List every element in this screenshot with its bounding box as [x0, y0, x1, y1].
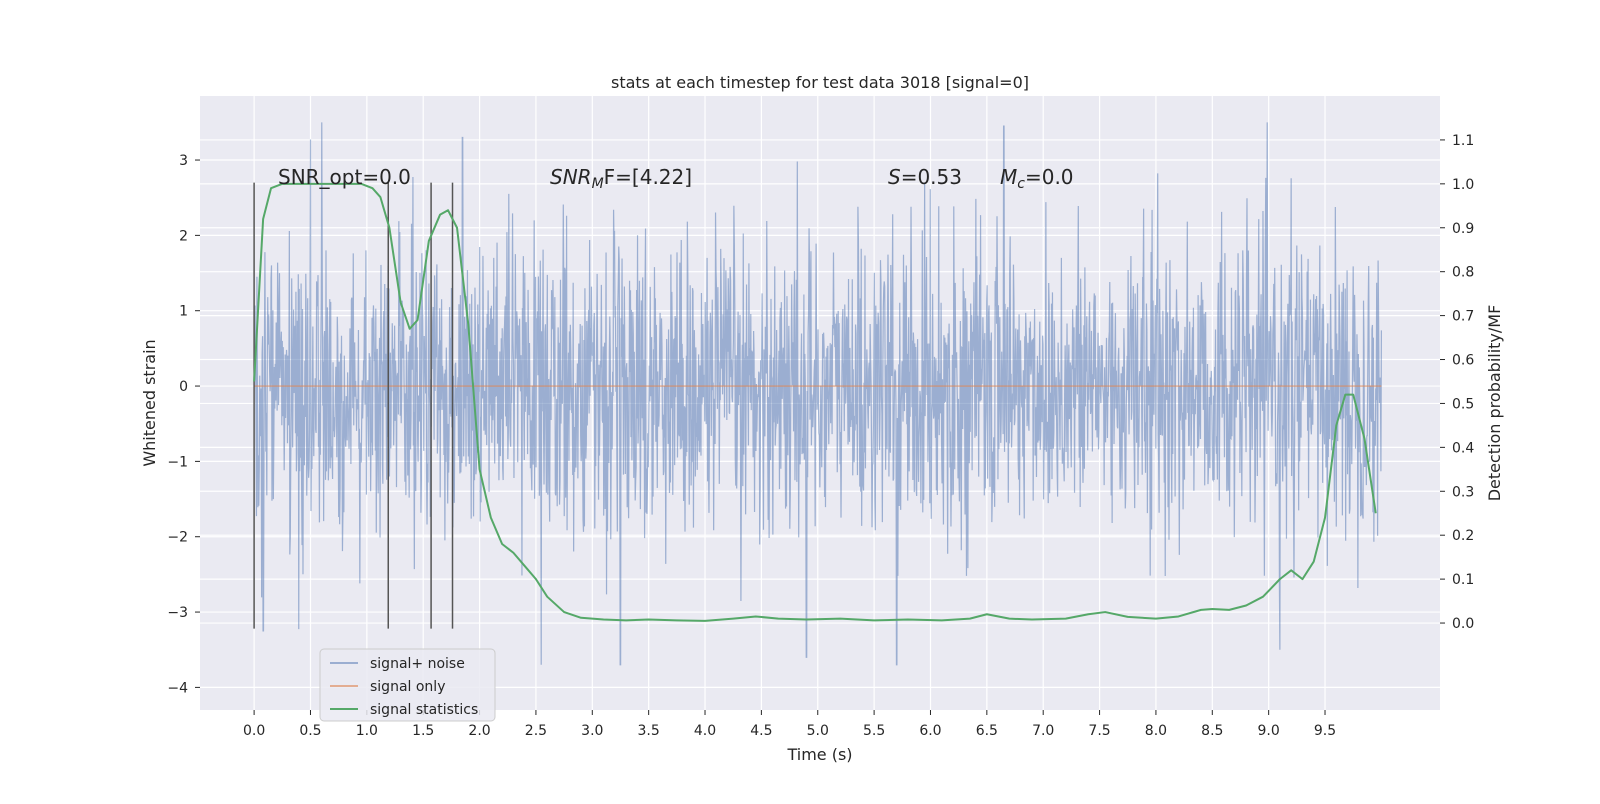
x-tick-label: 0.5	[299, 723, 321, 739]
marker-lines	[253, 182, 454, 629]
y-tick-label: 0	[179, 379, 188, 395]
legend-label-signal-noise: signal+ noise	[370, 656, 465, 672]
annotation-s: S=0.53	[888, 165, 962, 189]
y-tick-label: 3	[179, 153, 188, 169]
x-tick-label: 5.5	[863, 723, 885, 739]
x-tick-label: 8.0	[1145, 723, 1167, 739]
x-tick-label: 4.5	[750, 723, 772, 739]
x-tick-label: 6.0	[919, 723, 941, 739]
y-tick-label: −4	[167, 680, 188, 696]
x-tick-label: 0.0	[243, 723, 265, 739]
signal-noise-line	[253, 122, 1382, 666]
x-tick-label: 1.0	[356, 723, 378, 739]
y2-tick-label: 0.1	[1452, 572, 1474, 588]
x-tick-label: 6.5	[976, 723, 998, 739]
annotation-snr-opt: SNR_opt=0.0	[278, 165, 411, 189]
y2-axis-label: Detection probability/MF	[1485, 305, 1504, 502]
x-tick-label: 5.0	[807, 723, 829, 739]
legend-box	[319, 648, 496, 722]
tick-labels: 0.0 0.5 1.0 1.5 2.0 2.5 3.0 3.5 4.0 4.5 5.0 5.5 6.0 6…	[167, 133, 1474, 739]
legend-label-signal-only: signal only	[370, 679, 445, 695]
y2-tick-label: 0.2	[1452, 528, 1474, 544]
x-tick-label: 1.5	[412, 723, 434, 739]
x-tick-label: 8.5	[1201, 723, 1223, 739]
x-tick-label: 3.0	[581, 723, 603, 739]
y2-tick-label: 0.5	[1452, 396, 1474, 412]
y-tick-label: 1	[179, 304, 188, 320]
signal-noise-series	[253, 122, 1382, 666]
y2-tick-label: 0.3	[1452, 484, 1474, 500]
legend: signal+ noise signal only signal statist…	[319, 648, 496, 722]
annotation-mc: Mc=0.0	[1000, 165, 1074, 192]
y-tick-label: −2	[167, 530, 188, 546]
x-tick-label: 2.5	[525, 723, 547, 739]
x-tick-label: 7.5	[1088, 723, 1110, 739]
y2-tick-label: 0.0	[1452, 616, 1474, 632]
y-tick-label: −3	[167, 605, 188, 621]
annotation-snr-mf: SNRMF=[4.22]	[550, 165, 692, 192]
y2-tick-label: 0.7	[1452, 309, 1474, 325]
y2-tick-label: 0.4	[1452, 440, 1474, 456]
y2-tick-label: 1.0	[1452, 177, 1474, 193]
chart-title: stats at each timestep for test data 301…	[611, 73, 1029, 92]
x-tick-label: 3.5	[638, 723, 660, 739]
x-tick-label: 4.0	[694, 723, 716, 739]
y-tick-label: −1	[167, 454, 188, 470]
y-tick-label: 2	[179, 228, 188, 244]
y-axis-label: Whitened strain	[140, 339, 159, 466]
grid	[200, 96, 1440, 710]
y2-tick-label: 0.6	[1452, 353, 1474, 369]
x-axis-label: Time (s)	[786, 745, 852, 764]
y2-tick-label: 0.8	[1452, 265, 1474, 281]
y2-tick-label: 0.9	[1452, 221, 1474, 237]
x-tick-label: 2.0	[468, 723, 490, 739]
x-tick-label: 9.0	[1258, 723, 1280, 739]
signal-statistics-line	[253, 182, 1377, 622]
signal-statistics-series	[253, 182, 1377, 622]
y2-tick-label: 1.1	[1452, 133, 1474, 149]
legend-label-signal-statistics: signal statistics	[370, 702, 478, 718]
x-tick-label: 7.0	[1032, 723, 1054, 739]
x-tick-label: 9.5	[1314, 723, 1336, 739]
